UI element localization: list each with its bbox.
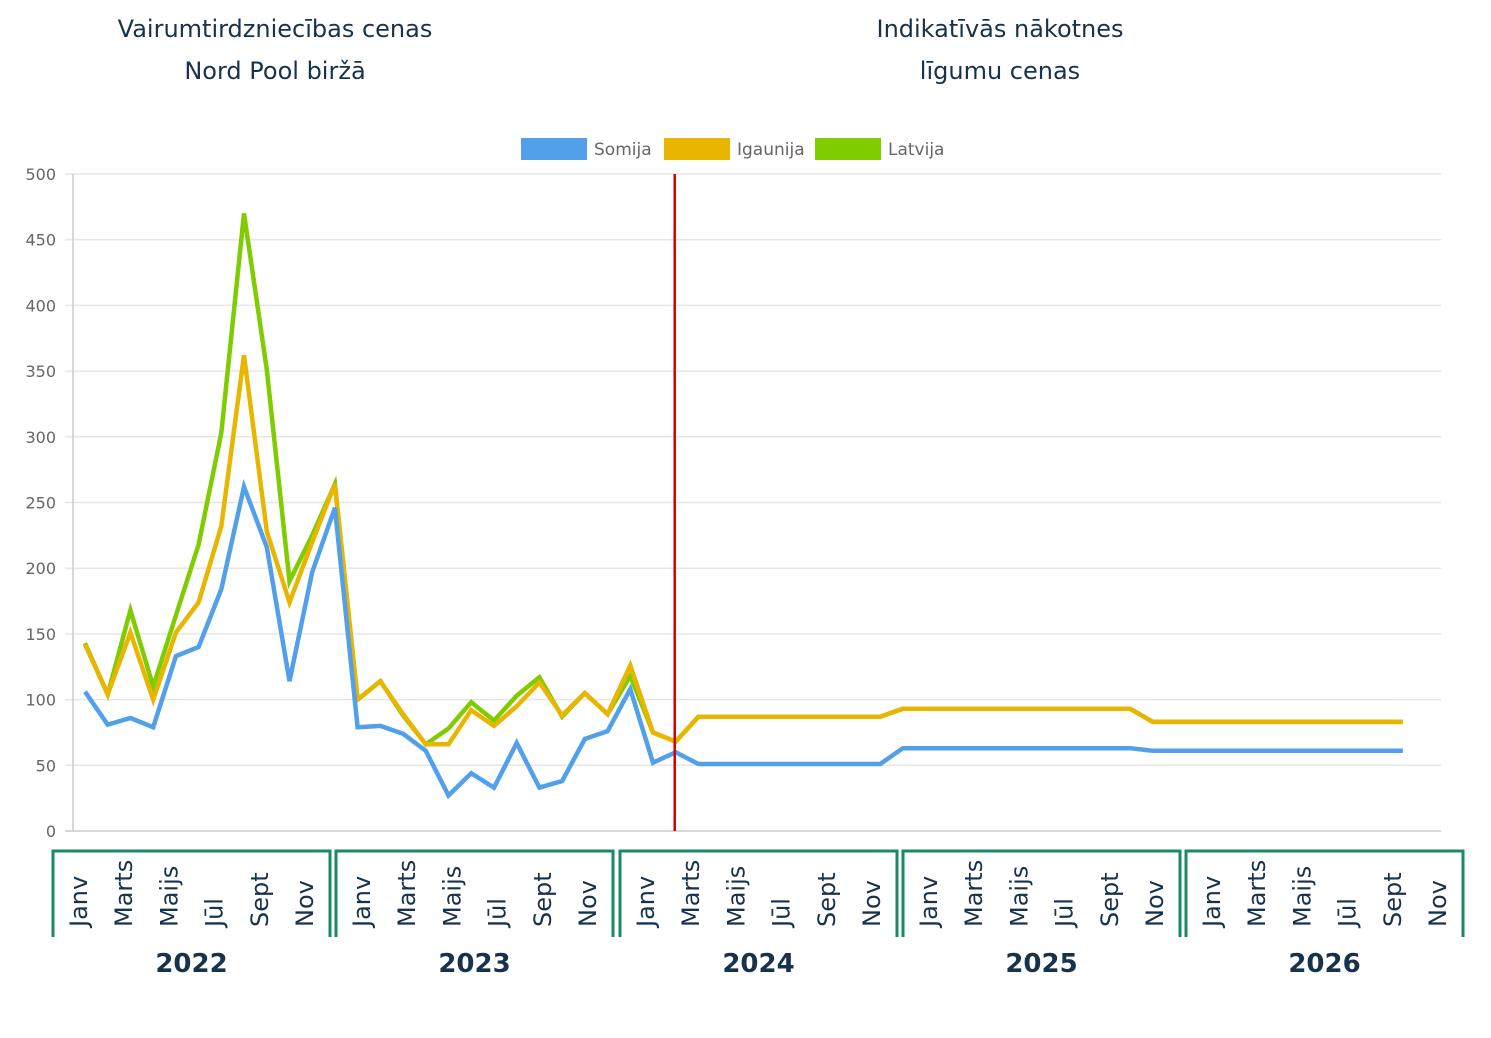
series-line-igaunija	[82, 355, 1403, 747]
y-tick-label: 500	[25, 165, 56, 184]
heading-wholesale-line-1: Vairumtirdzniecības cenas	[117, 15, 433, 43]
month-label: Janv	[632, 876, 660, 929]
year-label-2025: 2025	[1005, 949, 1077, 979]
month-label: Jūl	[201, 898, 229, 929]
month-label: Jūl	[1051, 898, 1079, 929]
legend-swatch-latvija	[815, 138, 881, 160]
heading-futures-prices: Indikatīvās nākotnes līgumu cenas	[780, 8, 1220, 92]
month-label: Maijs	[1288, 866, 1316, 927]
y-tick-label: 100	[25, 691, 56, 710]
y-tick-label: 250	[25, 494, 56, 513]
month-label: Sept	[813, 872, 841, 927]
y-tick-label: 350	[25, 362, 56, 381]
legend-swatch-igaunija	[664, 138, 730, 160]
year-bracket-2022	[51, 849, 332, 937]
year-label-2024: 2024	[722, 949, 794, 979]
y-tick-label: 400	[25, 296, 56, 315]
year-label-2023: 2023	[438, 949, 510, 979]
year-bracket-2024	[618, 849, 899, 937]
legend-label-somija: Somija	[594, 140, 652, 160]
heading-futures-line-1: Indikatīvās nākotnes	[876, 15, 1124, 43]
month-label: Nov	[1141, 880, 1169, 927]
month-label: Sept	[1096, 872, 1124, 927]
y-tick-label: 200	[25, 559, 56, 578]
month-label: Jūl	[768, 898, 796, 929]
month-label: Jūl	[484, 898, 512, 929]
month-label: Sept	[1379, 872, 1407, 927]
y-tick-label: 150	[25, 625, 56, 644]
series-line-latvija	[82, 213, 1403, 748]
month-label: Janv	[65, 876, 93, 929]
month-label: Nov	[574, 880, 602, 927]
month-label: Sept	[529, 872, 557, 927]
month-label: Maijs	[1005, 866, 1033, 927]
legend-label-latvija: Latvija	[888, 140, 944, 160]
legend-swatch-somija	[521, 138, 587, 160]
y-tick-label: 0	[46, 822, 56, 841]
year-label-2022: 2022	[155, 949, 227, 979]
month-label: Sept	[246, 872, 274, 927]
year-bracket-2026	[1184, 849, 1465, 937]
month-label: Marts	[960, 860, 988, 927]
month-label: Janv	[1198, 876, 1226, 929]
heading-wholesale-line-2: Nord Pool biržā	[184, 57, 366, 85]
month-label: Nov	[1424, 880, 1452, 927]
month-label: Janv	[915, 876, 943, 929]
month-label: Marts	[110, 860, 138, 927]
month-label: Nov	[858, 880, 886, 927]
month-label: Jūl	[1334, 898, 1362, 929]
month-label: Janv	[348, 876, 376, 929]
heading-futures-line-2: līgumu cenas	[919, 57, 1081, 85]
y-tick-label: 450	[25, 231, 56, 250]
month-label: Nov	[291, 880, 319, 927]
month-label: Maijs	[722, 866, 750, 927]
legend-label-igaunija: Igaunija	[737, 140, 805, 160]
year-label-2026: 2026	[1288, 949, 1360, 979]
month-label: Maijs	[155, 866, 183, 927]
heading-wholesale-prices: Vairumtirdzniecības cenas Nord Pool birž…	[60, 8, 490, 92]
series-line-somija	[83, 478, 1403, 800]
month-label: Marts	[1243, 860, 1271, 927]
y-tick-label: 300	[25, 428, 56, 447]
month-label: Marts	[393, 860, 421, 927]
month-label: Marts	[677, 860, 705, 927]
y-tick-label: 50	[36, 756, 56, 775]
month-label: Maijs	[438, 866, 466, 927]
year-bracket-2023	[334, 849, 615, 937]
year-bracket-2025	[901, 849, 1182, 937]
